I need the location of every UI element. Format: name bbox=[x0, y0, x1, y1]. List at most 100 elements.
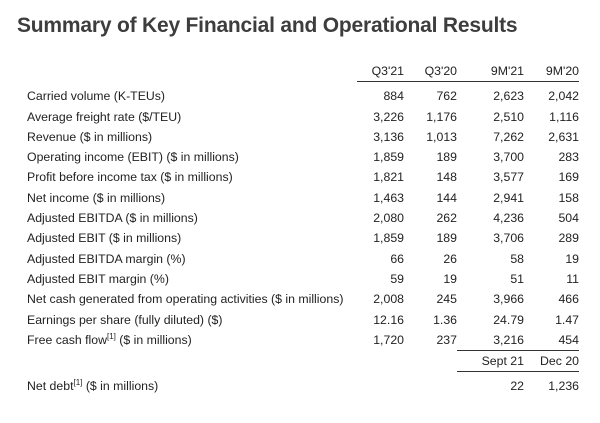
row-label-rest: ($ in millions) bbox=[82, 379, 159, 394]
cell-value: 1.36 bbox=[433, 312, 457, 327]
row-label-main: Free cash flow bbox=[27, 333, 107, 348]
cell-value: 1,236 bbox=[548, 379, 579, 394]
column-header-q3-21: Q3'21 bbox=[357, 61, 404, 83]
cell-value: 3,700 bbox=[493, 150, 524, 165]
column-header-sept-21: Sept 21 bbox=[457, 350, 524, 373]
cell-value: 454 bbox=[558, 332, 579, 347]
cell-value: 148 bbox=[436, 170, 457, 185]
cell-value: 262 bbox=[436, 211, 457, 226]
cell-value: 2,042 bbox=[548, 89, 579, 104]
cell-value: 51 bbox=[510, 271, 524, 286]
cell-value: 466 bbox=[558, 292, 579, 307]
cell-value: 237 bbox=[436, 333, 457, 348]
table-row: Carried volume (K-TEUs) 884 762 2,623 2,… bbox=[27, 86, 579, 106]
row-label: Adjusted EBIT margin (%) bbox=[27, 271, 169, 286]
cell-value: 1,720 bbox=[373, 333, 404, 348]
row-label: Adjusted EBIT ($ in millions) bbox=[27, 231, 182, 246]
row-label: Operating income (EBIT) ($ in millions) bbox=[27, 150, 239, 165]
cell-value: 245 bbox=[436, 292, 457, 307]
header-blank bbox=[404, 351, 457, 372]
row-label: Free cash flow[1] ($ in millions) bbox=[27, 330, 357, 351]
cell-value: 1,859 bbox=[373, 150, 404, 165]
cell-value: 158 bbox=[558, 190, 579, 205]
cell-value: 58 bbox=[510, 251, 524, 266]
cell-value: 3,226 bbox=[373, 109, 404, 124]
footnote-marker: [1] bbox=[106, 332, 116, 342]
table-row: Net debt[1] ($ in millions) 22 1,236 bbox=[27, 376, 579, 396]
cell-value: 19 bbox=[443, 271, 457, 286]
table-row: Earnings per share (fully diluted) ($) 1… bbox=[27, 310, 579, 330]
cell-value: 12.16 bbox=[373, 312, 404, 327]
row-label-rest: ($ in millions) bbox=[115, 333, 192, 348]
table-row: Profit before income tax ($ in millions)… bbox=[27, 167, 579, 187]
table-header-row: Q3'21 Q3'20 9M'21 9M'20 bbox=[27, 61, 579, 83]
cell-value: 3,706 bbox=[493, 231, 524, 246]
balance-header-row: Sept 21 Dec 20 bbox=[27, 350, 579, 373]
cell-value: 24.79 bbox=[493, 312, 524, 327]
row-label: Adjusted EBITDA ($ in millions) bbox=[27, 211, 198, 226]
cell-value: 1,463 bbox=[373, 190, 404, 205]
header-blank bbox=[357, 351, 404, 372]
column-header-9m-21: 9M'21 bbox=[457, 61, 524, 83]
cell-value: 1.47 bbox=[555, 312, 579, 327]
table-row: Adjusted EBIT ($ in millions) 1,859 189 … bbox=[27, 228, 579, 248]
table-row: Adjusted EBIT margin (%) 59 19 51 11 bbox=[27, 269, 579, 289]
cell-value: 1,013 bbox=[426, 129, 457, 144]
cell-value: 3,216 bbox=[493, 332, 524, 347]
table-row: Free cash flow[1] ($ in millions) 1,720 … bbox=[27, 330, 579, 351]
table-row: Adjusted EBITDA ($ in millions) 2,080 26… bbox=[27, 208, 579, 228]
table-row: Revenue ($ in millions) 3,136 1,013 7,26… bbox=[27, 127, 579, 147]
cell-value: 283 bbox=[558, 150, 579, 165]
cell-empty bbox=[404, 376, 457, 396]
cell-value: 3,966 bbox=[493, 292, 524, 307]
row-label: Average freight rate ($/TEU) bbox=[27, 109, 182, 124]
financial-results-table: Q3'21 Q3'20 9M'21 9M'20 Carried volume (… bbox=[27, 61, 579, 397]
table-row: Adjusted EBITDA margin (%) 66 26 58 19 bbox=[27, 249, 579, 269]
row-label: Carried volume (K-TEUs) bbox=[27, 89, 166, 104]
cell-value: 2,941 bbox=[493, 190, 524, 205]
footnote-marker: [1] bbox=[73, 378, 83, 388]
cell-value: 289 bbox=[558, 231, 579, 246]
cell-value: 11 bbox=[566, 271, 579, 286]
cell-value: 189 bbox=[436, 150, 457, 165]
table-row: Net income ($ in millions) 1,463 144 2,9… bbox=[27, 188, 579, 208]
cell-empty bbox=[357, 376, 404, 396]
cell-value: 504 bbox=[558, 211, 579, 226]
cell-value: 2,008 bbox=[373, 292, 404, 307]
cell-value: 1,821 bbox=[373, 170, 404, 185]
cell-value: 1,176 bbox=[426, 109, 457, 124]
header-blank bbox=[27, 351, 357, 372]
cell-value: 1,116 bbox=[549, 109, 579, 124]
cell-value: 884 bbox=[383, 89, 404, 104]
row-label: Revenue ($ in millions) bbox=[27, 129, 153, 144]
cell-value: 19 bbox=[565, 251, 579, 266]
cell-value: 2,623 bbox=[493, 89, 524, 104]
cell-value: 1,859 bbox=[373, 231, 404, 246]
column-header-dec-20: Dec 20 bbox=[524, 350, 579, 373]
cell-value: 3,577 bbox=[493, 170, 524, 185]
row-label: Adjusted EBITDA margin (%) bbox=[27, 251, 186, 266]
row-label-main: Net debt bbox=[27, 379, 74, 394]
cell-value: 189 bbox=[436, 231, 457, 246]
cell-value: 4,236 bbox=[493, 211, 524, 226]
cell-value: 22 bbox=[510, 379, 524, 394]
cell-value: 7,262 bbox=[493, 129, 524, 144]
table-row: Operating income (EBIT) ($ in millions) … bbox=[27, 147, 579, 167]
cell-value: 2,510 bbox=[493, 109, 524, 124]
row-label: Net cash generated from operating activi… bbox=[27, 292, 344, 307]
row-label: Earnings per share (fully diluted) ($) bbox=[27, 312, 223, 327]
cell-value: 2,080 bbox=[373, 211, 404, 226]
row-label: Net debt[1] ($ in millions) bbox=[27, 376, 357, 396]
column-header-9m-20: 9M'20 bbox=[524, 61, 579, 83]
row-label: Profit before income tax ($ in millions) bbox=[27, 170, 233, 185]
row-label: Net income ($ in millions) bbox=[27, 190, 166, 205]
cell-value: 169 bbox=[558, 170, 579, 185]
cell-value: 59 bbox=[390, 271, 404, 286]
table-row: Net cash generated from operating activi… bbox=[27, 289, 579, 309]
cell-value: 144 bbox=[436, 190, 457, 205]
cell-value: 2,631 bbox=[548, 129, 579, 144]
cell-value: 762 bbox=[436, 89, 457, 104]
header-blank bbox=[27, 61, 357, 82]
cell-value: 66 bbox=[390, 251, 404, 266]
cell-value: 3,136 bbox=[373, 129, 404, 144]
